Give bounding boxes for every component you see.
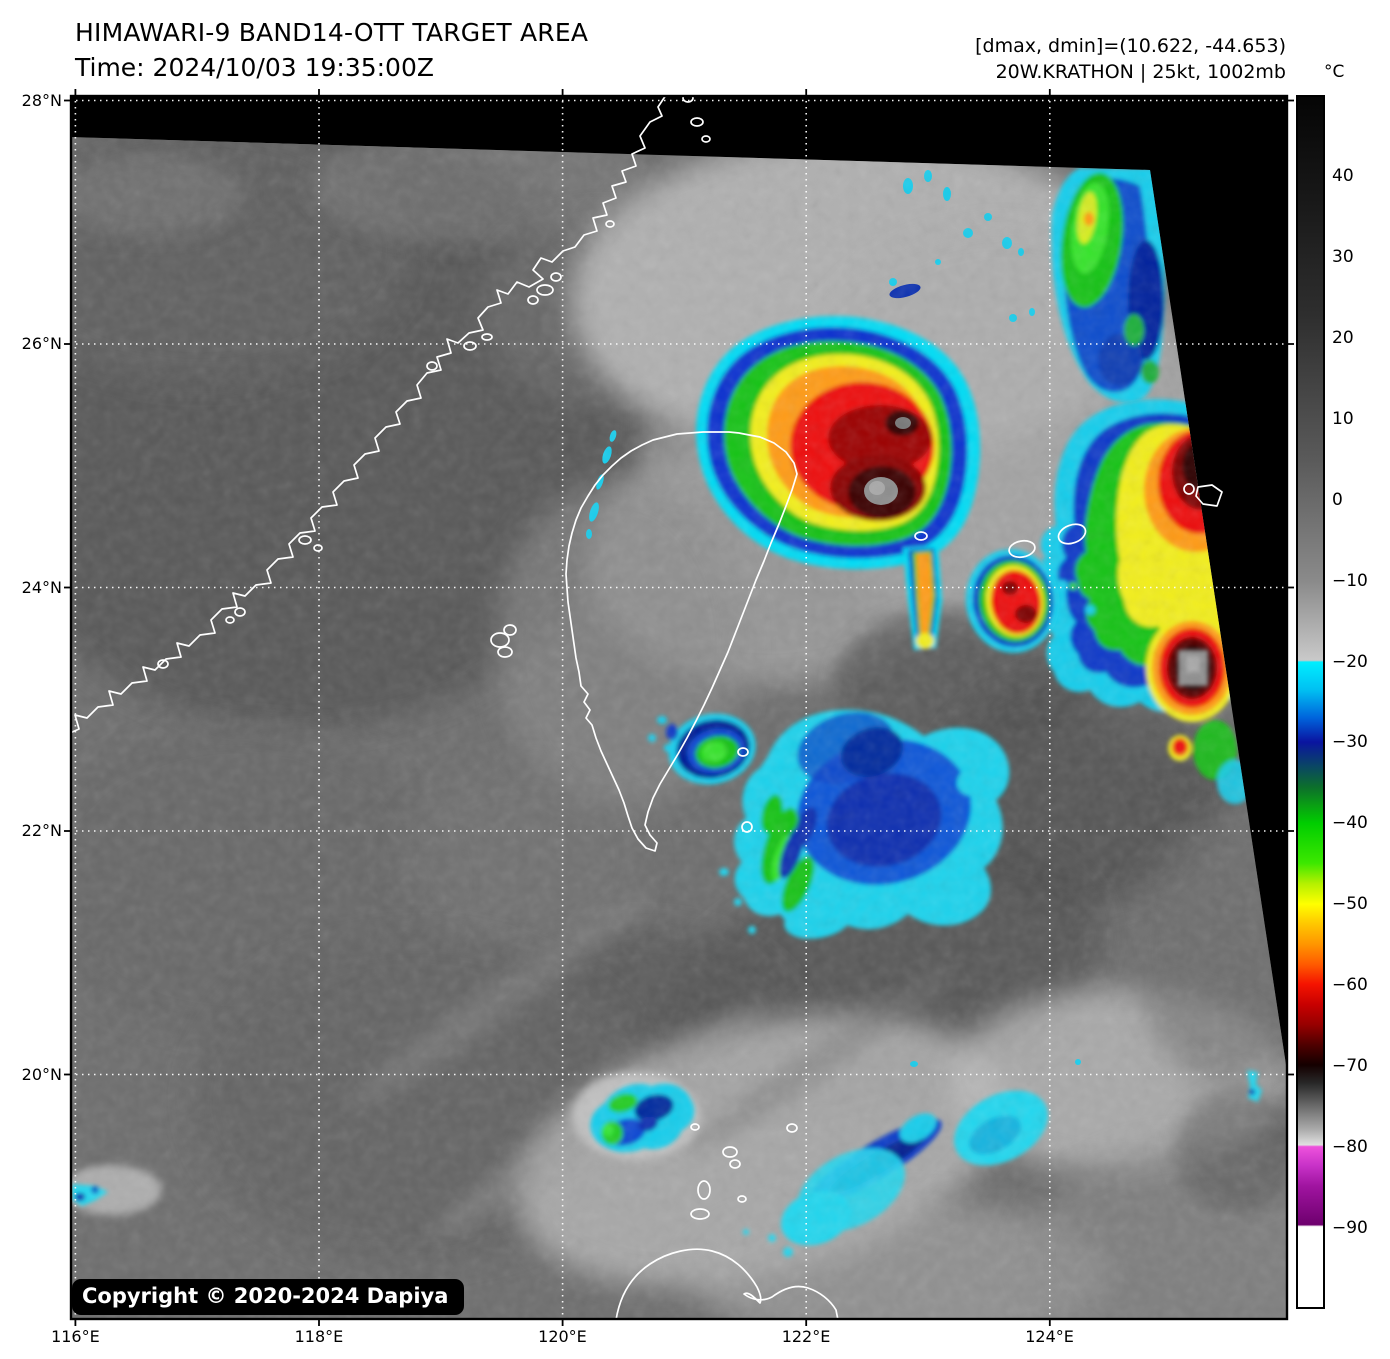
lon-tick-label: 118°E [294,1327,344,1346]
colorbar-tick-label: 20 [1332,327,1354,348]
satellite-data-layer [70,137,1288,1320]
lon-tick-label: 124°E [1025,1327,1074,1346]
lat-tick-label: 24°N [21,577,62,597]
colorbar-tick-label: −20 [1332,651,1368,672]
batanes-babuyan-islands [690,1123,798,1220]
colorbar-tick-label: −40 [1332,813,1368,834]
china-coast-islands [157,93,711,669]
lat-tick-label: 28°N [21,90,62,110]
colorbar-unit-label: °C [1324,62,1345,82]
axes-frame [64,89,1294,1326]
colorbar-tick-label: −30 [1332,732,1368,753]
colorbar-tick-label: −80 [1332,1137,1368,1158]
copyright-badge: Copyright © 2020-2024 Dapiya [72,1279,465,1315]
lat-tick-label: 22°N [21,821,62,841]
graticule [70,95,1288,1320]
colorbar-tick-label: 30 [1332,246,1354,267]
colorbar-tick-label: −70 [1332,1056,1368,1077]
satellite-map-image [64,89,1294,1326]
sensor-grain [70,137,1288,1320]
colorbar-tick-label: 0 [1332,489,1343,510]
product-title: HIMAWARI-9 BAND14-OTT TARGET AREA [75,18,589,47]
lat-tick-label: 20°N [21,1064,62,1084]
dmax-dmin-readout: [dmax, dmin]=(10.622, -44.653) [975,35,1286,57]
lon-tick-label: 122°E [781,1327,831,1346]
header-right-block: [dmax, dmin]=(10.622, -44.653) 20W.KRATH… [975,33,1286,85]
colorbar-tick-label: −90 [1332,1218,1368,1239]
colorbar-tick-label: 10 [1332,408,1354,429]
colorbar-tick-label: 40 [1332,165,1354,186]
product-timestamp: Time: 2024/10/03 19:35:00Z [75,53,434,82]
temperature-colorbar [1296,95,1325,1309]
colorbar-tick-label: −10 [1332,570,1368,591]
colorbar-tick-label: −50 [1332,894,1368,915]
lon-tick-label: 120°E [538,1327,587,1346]
luzon-coastline [615,1248,839,1321]
taiwan-coastline [565,431,798,852]
coastlines [69,93,1223,1321]
china-coastline [69,94,667,734]
lon-tick-label: 116°E [51,1327,100,1346]
colorbar-tick-label: −60 [1332,975,1368,996]
storm-info: 20W.KRATHON | 25kt, 1002mb [995,61,1286,83]
lat-tick-label: 26°N [21,334,62,354]
offshore-islands [490,483,1223,833]
